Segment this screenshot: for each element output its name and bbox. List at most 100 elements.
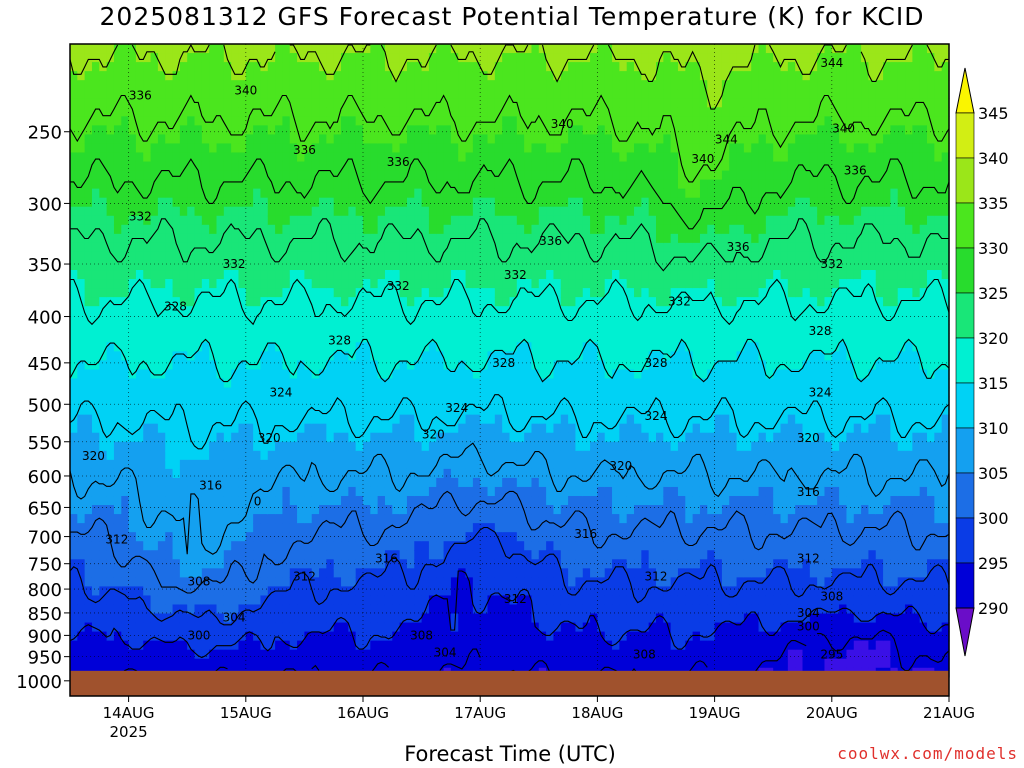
- colorbar-bin: [955, 202, 975, 249]
- contour-label: 340: [691, 152, 714, 166]
- x-tick-label: 16AUG: [337, 704, 389, 722]
- x-tick-label: 19AUG: [689, 704, 741, 722]
- contour-line-308: [70, 490, 950, 594]
- contour-label: 324: [809, 385, 832, 399]
- contour-label: 344: [820, 56, 843, 70]
- contour-label: 312: [797, 551, 820, 565]
- contour-label: 328: [645, 356, 668, 370]
- x-tick-label: 15AUG: [220, 704, 272, 722]
- contour-label: 0: [254, 494, 262, 508]
- contour-label: 336: [727, 240, 750, 254]
- contour-line-316: [69, 394, 950, 450]
- contour-label: 324: [445, 401, 468, 415]
- contour-line-340: [607, 44, 756, 110]
- contour-label: 336: [387, 155, 410, 169]
- colorbar-tick-label: 295: [978, 554, 1009, 573]
- contour-label: 328: [809, 324, 832, 338]
- contour-label: 308: [410, 628, 433, 642]
- y-tick-label: 750: [28, 555, 62, 576]
- contour-label: 328: [328, 333, 351, 347]
- y-tick-label: 650: [28, 498, 62, 519]
- colorbar-tick-label: 340: [978, 149, 1009, 168]
- plot-frame: [69, 43, 950, 697]
- contour-line-320: [69, 338, 950, 383]
- contour-label: 320: [82, 449, 105, 463]
- contour-label: 320: [422, 428, 445, 442]
- x-tick-label: 20AUG: [806, 704, 858, 722]
- y-tick-label: 400: [28, 308, 62, 329]
- contour-label: 316: [199, 479, 222, 493]
- contour-line-296: [439, 648, 481, 671]
- x-axis-title: Forecast Time (UTC): [404, 742, 616, 766]
- y-tick-label: 300: [28, 194, 62, 215]
- y-tick-label: 550: [28, 433, 62, 454]
- colorbar-tick-label: 330: [978, 239, 1009, 258]
- contour-label: 336: [293, 143, 316, 157]
- x-tick-label: 17AUG: [454, 704, 506, 722]
- contour-line-296: [817, 629, 950, 672]
- colorbar-bin: [955, 292, 975, 339]
- y-tick-label: 450: [28, 354, 62, 375]
- contour-label: 308: [633, 648, 656, 662]
- contour-label: 312: [645, 570, 668, 584]
- contour-line-340: [289, 44, 371, 75]
- y-tick-label: 600: [28, 467, 62, 488]
- contour-label: 336: [539, 234, 562, 248]
- colorbar-tick-label: 325: [978, 284, 1009, 303]
- contour-label: 295: [820, 648, 843, 662]
- credit-text: coolwx.com/models: [837, 744, 1018, 763]
- colorbar-tick-label: 305: [978, 464, 1009, 483]
- colorbar-tick-label: 320: [978, 329, 1009, 348]
- contour-label: 332: [504, 268, 527, 282]
- contour-line-340: [450, 44, 529, 75]
- contour-label: 332: [387, 279, 410, 293]
- contour-line-296: [369, 661, 389, 675]
- colorbar-bin: [955, 562, 975, 609]
- contour-label: 324: [270, 385, 293, 399]
- colorbar-bin: [955, 382, 975, 429]
- contour-line-340: [131, 43, 210, 75]
- colorbar-max-arrow: [955, 67, 975, 114]
- x-tick-year-label: 2025: [110, 723, 148, 741]
- y-tick-label: 1000: [16, 672, 62, 693]
- contour-label: 340: [234, 83, 257, 97]
- colorbar-bin: [955, 112, 975, 159]
- filled-contours: [70, 44, 950, 678]
- contour-label: 316: [375, 551, 398, 565]
- contour-line-296: [597, 666, 620, 675]
- contour-label: 336: [129, 89, 152, 103]
- contour-label: 332: [820, 257, 843, 271]
- colorbar-tick-label: 310: [978, 419, 1009, 438]
- colorbar-bin: [955, 337, 975, 384]
- contour-line-324: [70, 278, 950, 326]
- x-tick-label: 18AUG: [571, 704, 623, 722]
- contour-line-340: [860, 44, 913, 83]
- colorbar-bin: [955, 427, 975, 474]
- contour-label: 300: [797, 620, 820, 634]
- colorbar-tick-label: 345: [978, 104, 1009, 123]
- y-tick-label: 900: [28, 626, 62, 647]
- contour-line-340: [69, 44, 119, 75]
- contour-label: 324: [645, 409, 668, 423]
- colorbar-bin: [955, 157, 975, 204]
- y-axis: 2503003504004505005506006507007508008509…: [16, 123, 70, 693]
- contour-line-296: [754, 640, 807, 673]
- contour-label: 332: [129, 209, 152, 223]
- contour-label: 336: [844, 164, 867, 178]
- chart-title: 2025081312 GFS Forecast Potential Temper…: [99, 2, 925, 31]
- contour-label: 304: [223, 611, 246, 625]
- y-tick-label: 350: [28, 255, 62, 276]
- ground-surface: [70, 670, 949, 696]
- contour-label: 320: [797, 431, 820, 445]
- contour-label: 312: [105, 532, 128, 546]
- contour-label: 328: [492, 356, 515, 370]
- y-tick-label: 700: [28, 528, 62, 549]
- contour-labels: 336 3403363363403443403443403363323323323…: [82, 56, 867, 661]
- colorbar-tick-label: 290: [978, 599, 1009, 618]
- contour-label: 340: [551, 117, 574, 131]
- contour-line-304: [69, 526, 950, 626]
- contour-line-300: [69, 570, 949, 659]
- contour-line-312: [69, 442, 950, 555]
- colorbar-bin: [955, 247, 975, 294]
